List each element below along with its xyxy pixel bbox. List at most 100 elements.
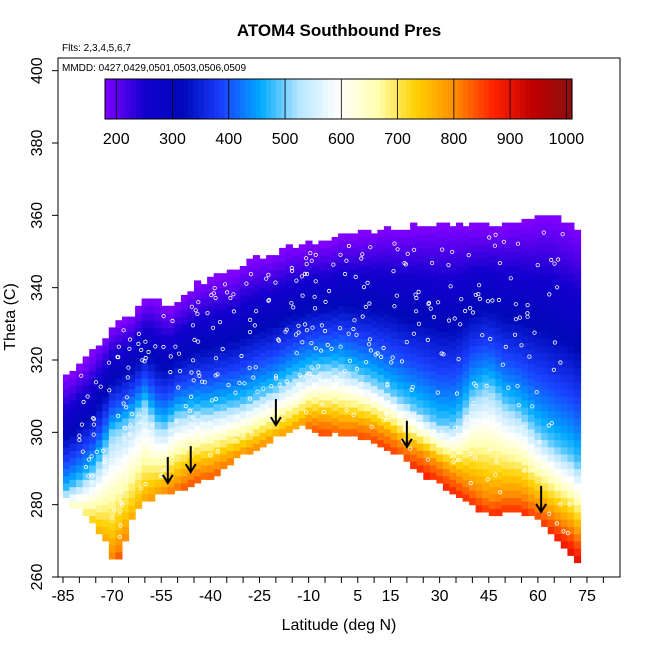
heatmap-cell [239,287,247,296]
heatmap-cell [482,454,490,462]
observation-point [248,317,253,322]
heatmap-cell [338,247,346,256]
heatmap-cell [554,374,562,383]
heatmap-cell [423,313,431,321]
heatmap-cell [357,410,365,419]
heatmap-cell [554,316,562,325]
heatmap-cell [226,284,234,292]
heatmap-cell [167,334,175,343]
heatmap-cell [488,493,496,502]
heatmap-cell [377,338,385,347]
heatmap-cell [95,446,103,455]
heatmap-cell [560,425,568,433]
heatmap-cell [187,356,195,365]
heatmap-cell [76,443,84,451]
heatmap-cell [318,269,326,278]
heatmap-cell [423,421,431,430]
heatmap-cell [515,237,523,245]
heatmap-cell [469,316,477,325]
heatmap-cell [63,490,71,498]
heatmap-cell [547,454,555,462]
heatmap-cell [102,497,110,506]
observation-point [264,403,269,408]
heatmap-cell [180,425,188,433]
heatmap-cell [429,240,437,249]
heatmap-cell [325,385,333,394]
heatmap-cell [501,410,509,419]
heatmap-cell [174,410,182,419]
heatmap-cell [102,425,110,433]
heatmap-cell [403,294,411,303]
heatmap-cell [456,490,464,498]
heatmap-cell [475,323,483,332]
heatmap-cell [573,331,582,339]
observation-point [191,378,196,383]
heatmap-cell [108,341,116,350]
heatmap-cell [122,490,130,498]
heatmap-cell [410,237,418,245]
heatmap-cell [344,269,352,278]
heatmap-cell [423,284,431,292]
heatmap-cell [410,360,418,368]
heatmap-cell [508,352,516,361]
heatmap-cell [246,374,254,383]
heatmap-cell [259,280,267,289]
heatmap-cell [554,302,562,310]
x-tick-label: -85 [51,588,74,605]
heatmap-cell [573,388,582,397]
heatmap-cell [357,425,365,433]
heatmap-cell [279,363,287,372]
heatmap-cell [364,352,372,361]
heatmap-cell [331,251,339,260]
heatmap-cell [331,323,339,332]
heatmap-cell [370,284,378,292]
heatmap-cell [89,464,97,473]
heatmap-cell [462,269,470,278]
heatmap-cell [469,360,477,368]
heatmap-cell [429,457,437,466]
heatmap-cell [357,374,365,383]
heatmap-cell [344,320,352,328]
heatmap-cell [89,428,97,437]
heatmap-cell [194,446,202,455]
heatmap-cell [541,251,549,260]
heatmap-cell [122,316,130,325]
heatmap-cell [364,251,372,260]
colorbar-segment [447,79,454,119]
heatmap-cell [311,302,320,310]
heatmap-cell [528,472,536,480]
colorbar-tick-label: 300 [159,131,186,148]
heatmap-cell [108,349,116,357]
heatmap-cell [528,334,536,343]
heatmap-cell [515,345,523,354]
heatmap-cell [285,396,293,404]
heatmap-cell [351,255,359,263]
heatmap-cell [76,414,84,423]
heatmap-cell [272,349,280,357]
colorbar-segment [239,79,246,119]
heatmap-cell [122,388,130,397]
heatmap-cell [338,392,346,401]
heatmap-cell [429,392,437,401]
heatmap-cell [135,320,143,328]
heatmap-cell [462,247,470,256]
heatmap-cell [351,305,359,314]
heatmap-cell [508,280,516,289]
heatmap-cell [76,464,84,473]
colorbar-tick-label: 900 [497,131,524,148]
heatmap-cell [305,313,313,321]
heatmap-cell [515,266,523,274]
heatmap-cell [508,338,516,347]
heatmap-cell [213,388,221,397]
heatmap-cell [174,309,182,318]
heatmap-cell [82,414,90,423]
heatmap-cell [528,501,536,509]
heatmap-cell [115,363,123,372]
heatmap-cell [252,399,261,408]
heatmap-cell [475,244,483,253]
heatmap-cell [456,475,464,484]
heatmap-cell [541,410,549,419]
heatmap-cell [567,360,575,368]
heatmap-cell [515,273,523,281]
heatmap-cell [416,457,424,466]
